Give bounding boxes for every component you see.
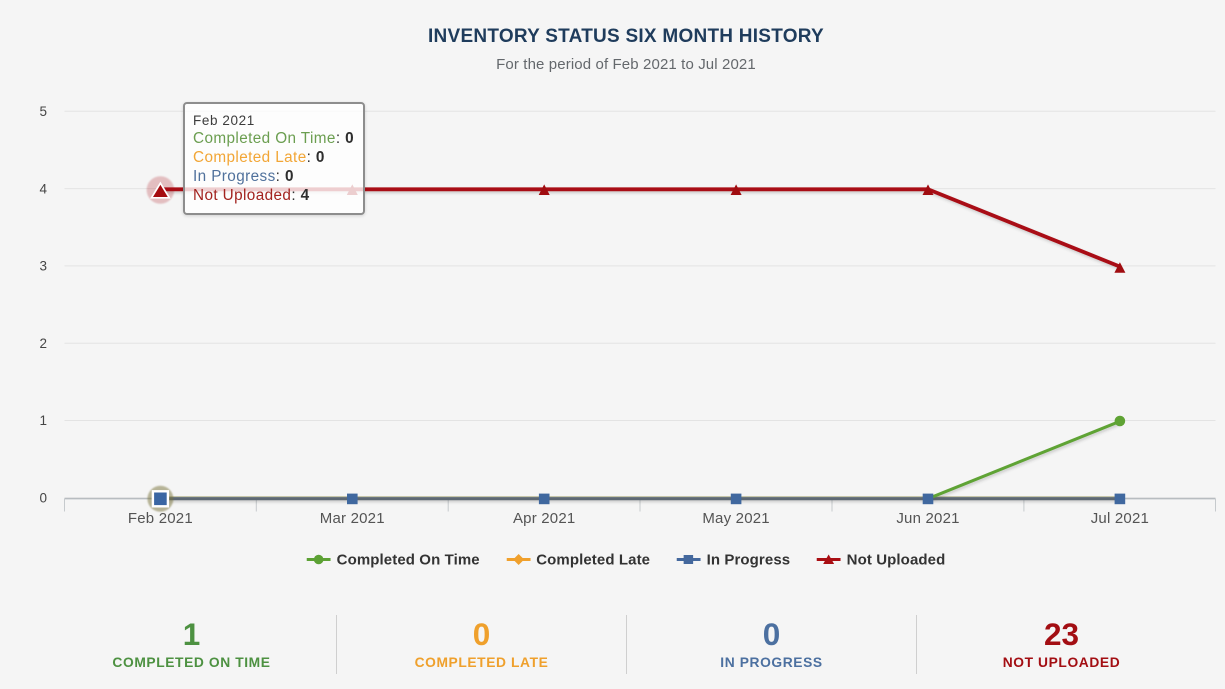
- svg-text:1: 1: [39, 413, 47, 428]
- svg-text:Feb 2021: Feb 2021: [128, 510, 193, 527]
- svg-text:2: 2: [39, 336, 47, 351]
- svg-text:Apr 2021: Apr 2021: [513, 510, 575, 527]
- svg-text:5: 5: [39, 104, 47, 119]
- svg-text:3: 3: [39, 259, 47, 274]
- svg-text:4: 4: [39, 181, 47, 196]
- svg-text:Mar 2021: Mar 2021: [320, 510, 385, 527]
- svg-text:Jul 2021: Jul 2021: [1091, 510, 1149, 527]
- svg-text:Jun 2021: Jun 2021: [896, 510, 959, 527]
- svg-text:0: 0: [39, 491, 47, 506]
- svg-text:May 2021: May 2021: [702, 510, 769, 527]
